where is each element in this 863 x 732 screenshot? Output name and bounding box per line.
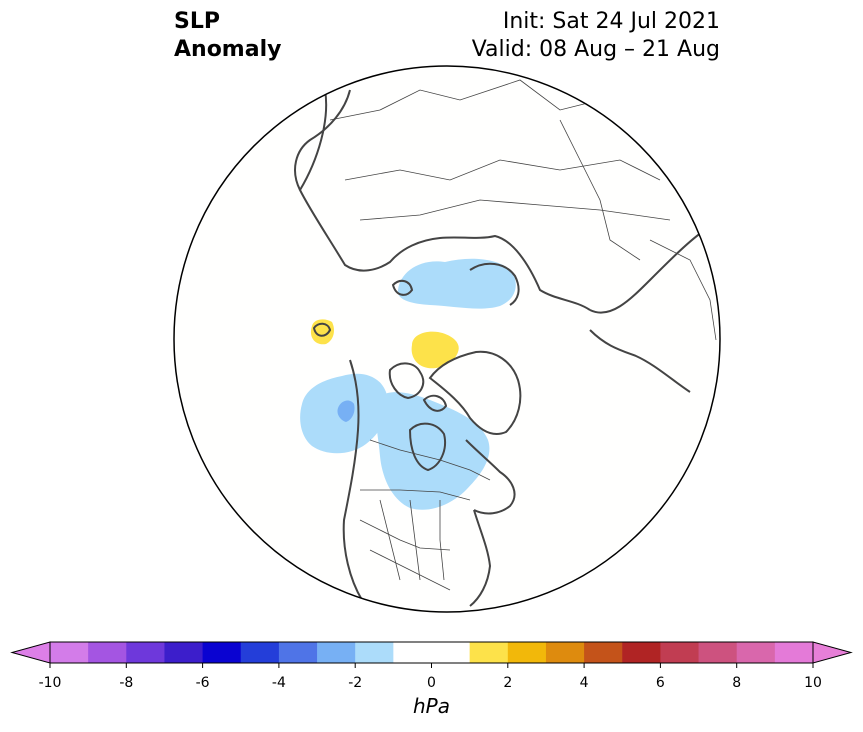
- hudson-bay-coast: [408, 422, 446, 472]
- colorbar-bin: [278, 642, 318, 663]
- colorbar-bin: [202, 642, 242, 663]
- colorbar-bin: [126, 642, 165, 663]
- colorbar-extend-max: [812, 641, 853, 664]
- colorbar-bin: [50, 642, 89, 663]
- colorbar-bin: [622, 642, 661, 663]
- colorbar-tick-label: 10: [804, 675, 822, 691]
- colorbar-tick-label: -4: [271, 675, 286, 691]
- colorbar-bin: [431, 642, 471, 663]
- anomaly-neg-eurasia: [397, 258, 516, 309]
- colorbar-bin: [469, 642, 509, 663]
- colorbar-tick-label: 6: [655, 675, 665, 691]
- coastlines: [294, 79, 717, 607]
- iceland: [312, 322, 332, 337]
- colorbar-bin: [240, 642, 280, 663]
- canadian-archipelago: [388, 362, 448, 412]
- colorbar-tick-label: 8: [732, 675, 742, 691]
- init-date: Init: Sat 24 Jul 2021: [502, 9, 720, 34]
- colorbar-bin: [507, 642, 547, 663]
- colorbar-bin: [164, 642, 204, 663]
- labrador-coast: [465, 439, 516, 515]
- scandinavia-coast: [294, 89, 351, 191]
- north-america-coast: [342, 359, 363, 601]
- anomaly-neg-alaska-core: [337, 400, 355, 422]
- colorbar-extend-min: [10, 641, 51, 664]
- colorbar: [10, 641, 853, 668]
- colorbar-bin: [698, 642, 738, 663]
- anomaly-pos-arctic: [411, 331, 459, 369]
- valid-range: Valid: 08 Aug – 21 Aug: [471, 37, 720, 62]
- colorbar-tick-label: -10: [38, 675, 62, 691]
- colorbar-tick-label: -6: [195, 675, 210, 691]
- anomaly-neg-canada: [375, 392, 490, 510]
- colorbar-tick-label: -8: [119, 675, 134, 691]
- map-title: SLP Anomaly: [174, 8, 281, 64]
- colorbar-tick-label: 4: [579, 675, 589, 691]
- colorbar-bin: [736, 642, 776, 663]
- colorbar-bin: [317, 642, 356, 663]
- us-east-coast: [469, 509, 492, 607]
- title-variable-line2: Anomaly: [174, 37, 282, 62]
- title-variable-line1: SLP: [174, 9, 220, 34]
- greenland-coast: [428, 350, 522, 436]
- colorbar-bin: [584, 642, 623, 663]
- alaska-coast: [589, 329, 691, 393]
- svalbard: [391, 279, 414, 296]
- colorbar-unit: hPa: [413, 694, 450, 718]
- colorbar-tick-label: 0: [427, 675, 436, 691]
- colorbar-tick-label: 2: [503, 675, 513, 691]
- colorbar-tick-label: -2: [348, 675, 363, 691]
- colorbar-bin: [774, 642, 814, 663]
- borders: [329, 79, 717, 591]
- colorbar-bin: [393, 642, 432, 663]
- map-boundary: [173, 65, 721, 613]
- colorbar-bin: [660, 642, 700, 663]
- colorbar-bin: [545, 642, 585, 663]
- map-dates: Init: Sat 24 Jul 2021 Valid: 08 Aug – 21…: [472, 8, 720, 64]
- taymyr-coast: [469, 262, 520, 306]
- colorbar-bin: [355, 642, 394, 663]
- russia-east-coast: [589, 229, 706, 314]
- colorbar-bin: [88, 642, 127, 663]
